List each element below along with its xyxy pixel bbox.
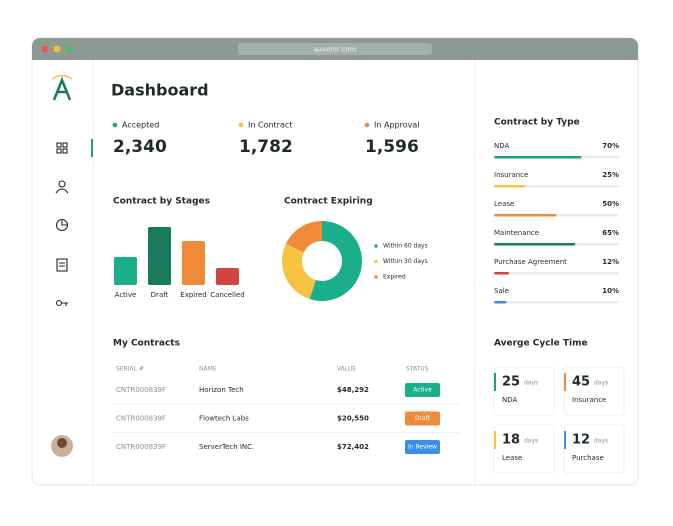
bar-label: Draft [151,291,169,299]
stat-value: 2,340 [113,137,167,157]
cell: $48,292 [337,386,369,394]
cycle-label: Purchase [572,454,604,462]
cycle-accent [494,431,496,449]
column-header: STATUS [406,366,429,373]
legend-dot [374,259,378,264]
bar [148,227,171,285]
type-name: Lease [494,200,514,208]
status-text: Active [413,387,432,394]
legend-dot [374,275,378,279]
url: aavenir.com [314,46,357,54]
type-percent: 25% [602,171,619,179]
bar-label: Expired [180,291,206,299]
column-header: SERIAL # [116,366,144,373]
cell: ServerTech INC. [199,443,254,451]
type-percent: 65% [602,229,619,237]
cycle-unit: days [524,380,538,387]
cell: $20,550 [337,415,369,423]
maximize-button[interactable] [65,45,73,53]
progress-bar [494,214,557,217]
progress-track [494,272,619,275]
cycle-value: 12 [572,433,590,448]
bar [182,241,205,285]
cycle-label: NDA [502,396,518,404]
close-button[interactable] [41,45,49,53]
legend-dot [374,244,378,248]
page-title: Dashboard [111,81,209,100]
progress-track [494,185,619,188]
type-name: Purchase Agreement [494,258,567,266]
type-percent: 50% [602,200,619,208]
legend-label: Expired [383,274,406,281]
cycle-accent [494,373,496,391]
stat-label: In Approval [374,121,419,130]
stat-value: 1,782 [239,137,293,157]
section-title: Contract by Stages [113,197,210,207]
status-text: Draft [415,415,431,422]
sidebar-icons[interactable] [55,142,69,307]
progress-bar [494,156,582,159]
stat-label: In Contract [248,121,292,130]
progress-bar [494,185,526,188]
section-title: Averge Cycle Time [494,339,588,349]
bar [216,268,239,285]
type-percent: 12% [602,258,619,266]
cycle-accent [564,373,566,391]
cycle-unit: days [594,380,608,387]
donut-segment [282,243,317,300]
type-name: Insurance [494,171,528,179]
cell: CNTR000839F [116,443,166,451]
bar [114,257,137,285]
stat-dot [364,122,370,128]
stat-dot [112,122,118,128]
cycle-value: 25 [502,375,520,390]
type-percent: 10% [602,287,619,295]
cycle-accent [564,431,566,449]
type-percent: 70% [602,142,619,150]
progress-track [494,301,619,304]
legend-label: Within 60 days [383,243,428,250]
cycle-unit: days [594,438,608,445]
stat-value: 1,596 [365,137,419,157]
status-badge[interactable] [405,440,440,454]
status-text: In Review [408,444,437,451]
stat-dot [238,122,244,128]
stat-label: Accepted [122,121,159,130]
address-bar[interactable] [238,43,432,55]
donut-segment [285,221,323,254]
progress-bar [494,301,507,304]
section-title: Contract by Type [494,118,580,128]
cycle-label: Lease [502,454,522,462]
logo-arc [51,74,73,80]
legend-label: Within 30 days [383,258,428,265]
cell: CNTR000839F [116,386,166,394]
bar-label: Active [115,291,137,299]
cycle-value: 18 [502,433,520,448]
type-name: NDA [494,142,510,150]
cycle-unit: days [524,438,538,445]
cell: Horizon Tech [199,386,244,394]
type-name: Sale [494,287,509,295]
donut-segment [309,221,362,301]
cell: Flowtech Labs [199,415,249,423]
cell: $72,402 [337,443,369,451]
cycle-label: Insurance [572,396,606,404]
cell: CNTR000839F [116,415,166,423]
bar-label: Cancelled [210,291,244,299]
status-badge[interactable] [405,383,440,397]
progress-bar [494,243,576,246]
progress-bar [494,272,509,275]
avatar-face [57,438,67,448]
status-badge[interactable] [405,411,440,426]
logo [52,76,72,101]
section-title: My Contracts [113,339,180,349]
minimize-button[interactable] [53,45,61,53]
section-title: Contract Expiring [284,197,373,207]
type-name: Maintenance [494,229,539,237]
cycle-value: 45 [572,375,590,390]
column-header: NAME [199,366,217,373]
column-header: VALUE [337,366,356,373]
